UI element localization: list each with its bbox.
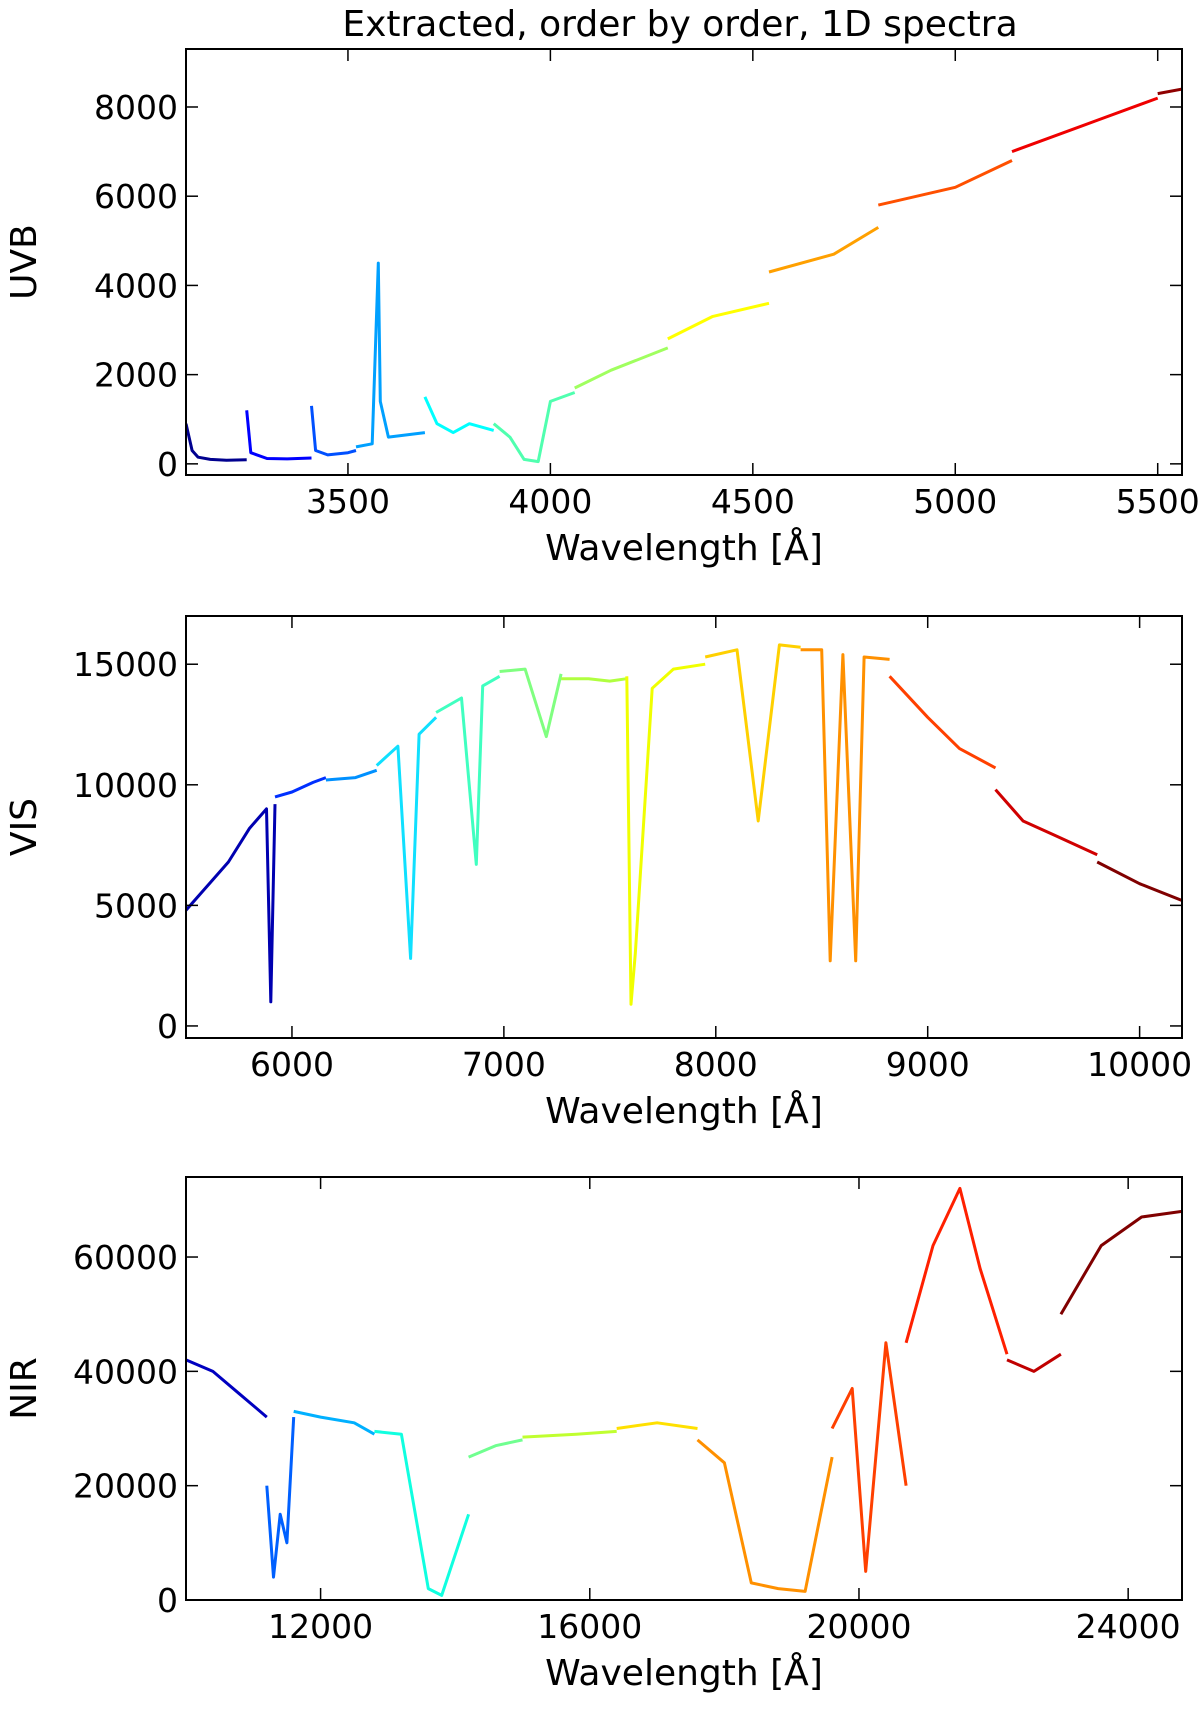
series-group [186,87,1182,464]
y-tick-label: 20000 [73,1467,178,1506]
y-tick-label: 0 [157,1007,178,1046]
series-line-6 [499,667,563,739]
series-line-12 [1157,87,1182,96]
y-tick-label: 2000 [94,356,178,395]
y-tick-label: 40000 [73,1352,178,1391]
y-tick-label: 0 [157,445,178,484]
series-line-1 [186,804,277,1004]
axes-frame [185,1176,1183,1601]
series-line-6 [522,1429,617,1439]
x-tick-label: 5500 [1116,482,1200,521]
series-line-1 [186,1358,268,1419]
series-line-8 [667,301,770,341]
series-line-2 [245,410,312,461]
y-axis-label: UVB [4,224,45,300]
axes-frame [185,48,1183,476]
y-tick-label: 15000 [73,645,178,684]
series-line-1 [186,423,247,462]
series-line-2 [265,1417,296,1579]
series-line-3 [310,405,357,457]
y-tick-label: 60000 [73,1238,178,1277]
x-tick-label: 6000 [250,1045,334,1084]
x-tick-label: 8000 [674,1045,758,1084]
series-line-5 [435,674,501,866]
series-line-4 [355,261,426,449]
x-tick-label: 20000 [806,1607,911,1646]
series-line-8 [625,662,706,1006]
x-tick-label: 10000 [1087,1045,1192,1084]
panel-uvb: 3500 4000 4500 5000 5500 0 2000 4000 6000 8000 Wav… [4,48,1200,569]
panel-vis: 6000 7000 8000 9000 10000 0 5000 10000 15000 Wave… [4,615,1192,1132]
series-line-12 [1059,1209,1182,1315]
series-line-10 [904,1186,1009,1355]
series-line-3 [325,768,378,782]
panels: 3500 4000 4500 5000 5500 0 2000 4000 6000 8000 Wav… [4,48,1200,1694]
series-line-6 [492,391,576,464]
y-axis-label: VIS [4,798,45,856]
x-tick-label: 9000 [886,1045,970,1084]
y-tick-label: 5000 [94,886,178,925]
series-line-5 [423,396,495,435]
series-line-5 [468,1438,523,1459]
x-axis-label: Wavelength [Å] [545,526,823,569]
x-tick-label: 24000 [1076,1607,1181,1646]
y-axis-label: NIR [4,1357,45,1420]
x-tick-label: 4500 [711,482,795,521]
series-line-11 [888,675,997,770]
axes-frame [185,615,1183,1039]
series-group [186,643,1182,1006]
series-line-12 [994,788,1098,857]
series-line-9 [704,643,801,823]
series-line-4 [375,716,438,960]
y-tick-label: 0 [157,1581,178,1620]
series-line-11 [1011,96,1159,154]
series-line-10 [800,648,890,963]
x-tick-label: 12000 [268,1607,373,1646]
figure-title: Extracted, order by order, 1D spectra [342,4,1017,45]
x-axis-label: Wavelength [Å] [545,1651,823,1694]
y-tick-label: 8000 [94,88,178,127]
series-line-3 [293,1409,376,1436]
series-line-7 [561,677,628,683]
series-line-7 [616,1421,698,1430]
x-axis-label: Wavelength [Å] [545,1089,823,1132]
series-line-10 [877,159,1013,207]
x-tick-label: 4000 [508,482,592,521]
series-line-8 [696,1438,834,1593]
series-group [186,1186,1182,1597]
series-line-13 [1096,860,1182,902]
x-tick-label: 5000 [913,482,997,521]
y-tick-label: 6000 [94,177,178,216]
series-line-11 [1006,1352,1062,1373]
panel-nir: 12000 16000 20000 24000 0 20000 40000 60000 Wave… [4,1176,1183,1694]
x-tick-label: 3500 [306,482,390,521]
y-tick-label: 4000 [94,266,178,305]
series-line-2 [274,776,327,799]
x-tick-label: 7000 [462,1045,546,1084]
series-line-9 [768,226,880,274]
series-line-9 [830,1341,908,1573]
x-tick-label: 16000 [537,1607,642,1646]
y-tick-label: 10000 [73,766,178,805]
series-line-4 [374,1429,471,1597]
series-line-7 [574,346,669,390]
